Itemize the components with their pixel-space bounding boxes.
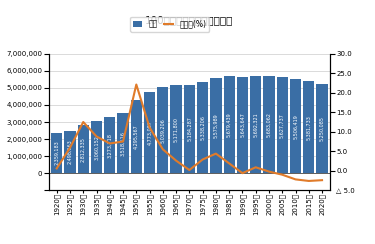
Text: 3,060,152: 3,060,152 xyxy=(94,135,99,160)
Bar xyxy=(104,117,116,173)
Text: 5,506,419: 5,506,419 xyxy=(293,114,298,139)
Text: 2,498,663: 2,498,663 xyxy=(68,140,72,164)
Text: △ 5.0: △ 5.0 xyxy=(336,187,354,193)
Bar xyxy=(290,79,301,173)
Text: 5,338,206: 5,338,206 xyxy=(200,115,205,140)
Bar xyxy=(184,85,195,173)
Text: 2,359,183: 2,359,183 xyxy=(54,141,59,165)
Bar xyxy=(144,92,155,173)
Bar xyxy=(277,77,288,173)
Bar xyxy=(263,76,274,173)
Text: 5,679,439: 5,679,439 xyxy=(226,112,232,137)
Text: 5,250,085: 5,250,085 xyxy=(320,116,324,141)
Text: 5,575,989: 5,575,989 xyxy=(213,113,218,138)
Legend: 人口, 増減率(%): 人口, 増減率(%) xyxy=(130,17,209,32)
Text: 5,643,647: 5,643,647 xyxy=(240,112,245,137)
Bar xyxy=(171,85,182,173)
Text: 5,171,800: 5,171,800 xyxy=(174,117,178,142)
Title: 100年間の北海道の人口推移: 100年間の北海道の人口推移 xyxy=(145,15,234,25)
Bar xyxy=(51,133,62,173)
Text: 5,381,733: 5,381,733 xyxy=(306,115,311,140)
Text: 3,518,116: 3,518,116 xyxy=(120,131,126,156)
Text: 4,295,567: 4,295,567 xyxy=(134,124,139,149)
Bar xyxy=(157,87,168,173)
Bar xyxy=(64,131,76,173)
Bar xyxy=(224,76,235,173)
Bar xyxy=(250,76,261,173)
Bar xyxy=(316,83,328,173)
Bar xyxy=(303,81,314,173)
Text: 5,683,062: 5,683,062 xyxy=(267,112,272,137)
Bar xyxy=(117,113,129,173)
Text: 5,692,321: 5,692,321 xyxy=(253,112,258,137)
Bar xyxy=(210,78,222,173)
Bar xyxy=(197,82,208,173)
Bar xyxy=(78,125,89,173)
Text: 5,627,737: 5,627,737 xyxy=(280,113,285,138)
Bar xyxy=(130,100,142,173)
Bar xyxy=(237,77,248,173)
Text: 5,184,287: 5,184,287 xyxy=(187,117,192,142)
Text: 2,812,335: 2,812,335 xyxy=(81,137,86,162)
Bar xyxy=(91,121,102,173)
Text: 5,039,206: 5,039,206 xyxy=(160,118,165,142)
Text: 4,773,087: 4,773,087 xyxy=(147,120,152,145)
Text: 3,273,718: 3,273,718 xyxy=(107,133,112,158)
